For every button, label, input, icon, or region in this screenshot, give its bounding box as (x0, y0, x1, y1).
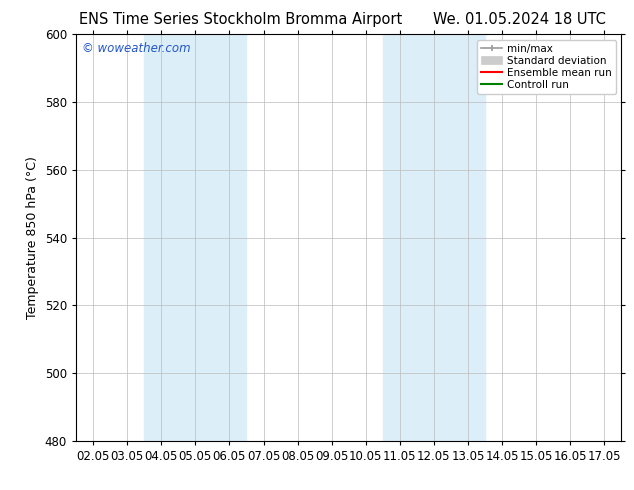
Text: ENS Time Series Stockholm Bromma Airport: ENS Time Series Stockholm Bromma Airport (79, 12, 403, 27)
Text: We. 01.05.2024 18 UTC: We. 01.05.2024 18 UTC (434, 12, 606, 27)
Legend: min/max, Standard deviation, Ensemble mean run, Controll run: min/max, Standard deviation, Ensemble me… (477, 40, 616, 94)
Y-axis label: Temperature 850 hPa (°C): Temperature 850 hPa (°C) (26, 156, 39, 319)
Bar (144, 34, 247, 441)
Bar (383, 34, 485, 441)
Text: © woweather.com: © woweather.com (82, 43, 190, 55)
